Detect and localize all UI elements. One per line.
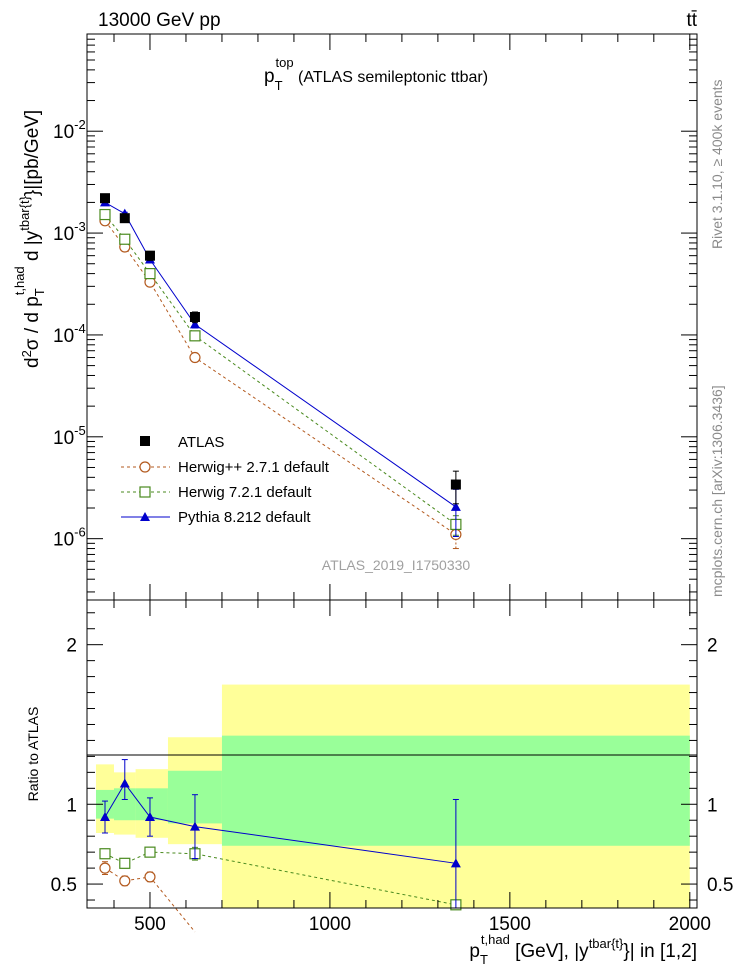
data-point	[189, 330, 201, 342]
legend-item-pythia: Pythia 8.212 default	[121, 509, 311, 526]
ratio-ytick-labels: 0.5 0.5 1 1 2 2	[51, 636, 734, 896]
ratio-panel: 0.5 0.5 1 1 2 2 500 1000 1500 2000 Ratio to ATLA…	[25, 599, 734, 967]
data-point	[99, 848, 111, 860]
ratio-ytick-label: 2	[66, 636, 77, 657]
series-line-herwig-7-2-1-default	[104, 214, 457, 525]
legend-label-atlas: ATLAS	[178, 434, 224, 451]
xtick-label: 1500	[489, 914, 531, 935]
legend-label-pythia: Pythia 8.212 default	[178, 509, 311, 526]
ratio-ytick-label: 0.5	[51, 875, 77, 896]
legend-label-herwig7: Herwig 7.2.1 default	[178, 484, 312, 501]
series-atlas	[99, 193, 461, 505]
data-point	[99, 862, 111, 874]
xtick-label: 500	[134, 914, 166, 935]
ratio-ticks	[87, 600, 697, 908]
legend-item-herwig7: Herwig 7.2.1 default	[121, 484, 312, 501]
rivet-label: Rivet 3.1.10, ≥ 400k events	[709, 79, 725, 249]
data-point	[189, 821, 200, 831]
series-herwig-2-7-1-default	[99, 861, 196, 933]
data-point	[99, 812, 110, 822]
xlabel: pTt,had [GeV], |ytbar{t}}| in [1,2]	[469, 932, 697, 967]
mcplots-label: mcplots.cern.ch [arXiv:1306.3436]	[709, 385, 725, 597]
beam-label: 13000 GeV pp	[98, 10, 221, 31]
process-label: tt̄	[686, 10, 697, 31]
data-point	[119, 233, 131, 245]
legend-label-herwigpp: Herwig++ 2.7.1 default	[178, 459, 330, 476]
legend-item-atlas: ATLAS	[140, 434, 224, 451]
legend-marker-pythia	[140, 512, 150, 521]
data-point	[450, 501, 461, 511]
data-point	[119, 778, 130, 788]
data-point	[144, 812, 155, 822]
main-ytick-label: 10-6	[53, 525, 86, 551]
main-ytick-labels: 10-6 10-5 10-4 10-3 10-2	[53, 117, 86, 550]
legend-marker-atlas	[140, 436, 150, 446]
data-point	[189, 351, 201, 364]
legend-item-herwigpp: Herwig++ 2.7.1 default	[121, 459, 330, 476]
analysis-watermark: ATLAS_2019_I1750330	[322, 557, 471, 573]
data-point	[119, 875, 131, 887]
series-line-herwig-2-7-1-default	[104, 867, 196, 933]
data-point	[99, 193, 110, 204]
ratio-series	[99, 759, 462, 933]
data-point	[189, 319, 200, 329]
legend: ATLAS Herwig++ 2.7.1 default Herwig 7.2.…	[121, 434, 330, 526]
plot-title: pTtop (ATLAS semileptonic ttbar)	[264, 55, 488, 93]
main-ytick-label: 10-4	[53, 321, 86, 347]
title-sub: T	[275, 78, 283, 93]
main-series	[99, 193, 462, 550]
data-point	[450, 479, 461, 490]
ratio-ytick-label: 1	[66, 795, 77, 816]
title-rest: (ATLAS semileptonic ttbar)	[294, 69, 488, 86]
series-pythia-8-212-default	[99, 759, 461, 909]
ratio-frame	[86, 599, 698, 909]
title-sup: top	[276, 55, 294, 70]
main-ticks	[87, 33, 697, 600]
ratio-ylabel: Ratio to ATLAS	[25, 707, 41, 802]
xtick-label: 2000	[669, 914, 711, 935]
main-ylabel: d2σ / d pTt,had d |ytbar{t}}|[pb/GeV]	[12, 110, 47, 368]
data-point	[119, 857, 131, 869]
main-panel: 10-6 10-5 10-4 10-3 10-2 pTtop (ATLAS semile…	[12, 33, 698, 601]
xtick-label: 1000	[309, 914, 351, 935]
main-ytick-label: 10-5	[53, 423, 86, 449]
data-point	[119, 213, 130, 224]
data-point	[144, 250, 155, 261]
data-point	[450, 858, 461, 868]
legend-marker-herwig7	[139, 486, 151, 498]
data-point	[144, 871, 156, 883]
title-p: p	[264, 66, 275, 87]
ratio-ytick-label-right: 1	[707, 795, 718, 816]
data-point	[144, 846, 156, 858]
ratio-ytick-label-right: 0.5	[707, 875, 733, 896]
data-point	[99, 208, 111, 221]
ratio-band-inner	[113, 788, 136, 821]
data-point	[189, 312, 200, 322]
ratio-ytick-label-right: 2	[707, 636, 718, 657]
ratio-bands	[95, 684, 690, 908]
main-ytick-label: 10-2	[53, 117, 86, 143]
xtick-labels: 500 1000 1500 2000	[134, 914, 711, 935]
legend-marker-herwigpp	[139, 461, 151, 473]
main-ytick-label: 10-3	[53, 219, 86, 245]
data-point	[144, 268, 156, 280]
